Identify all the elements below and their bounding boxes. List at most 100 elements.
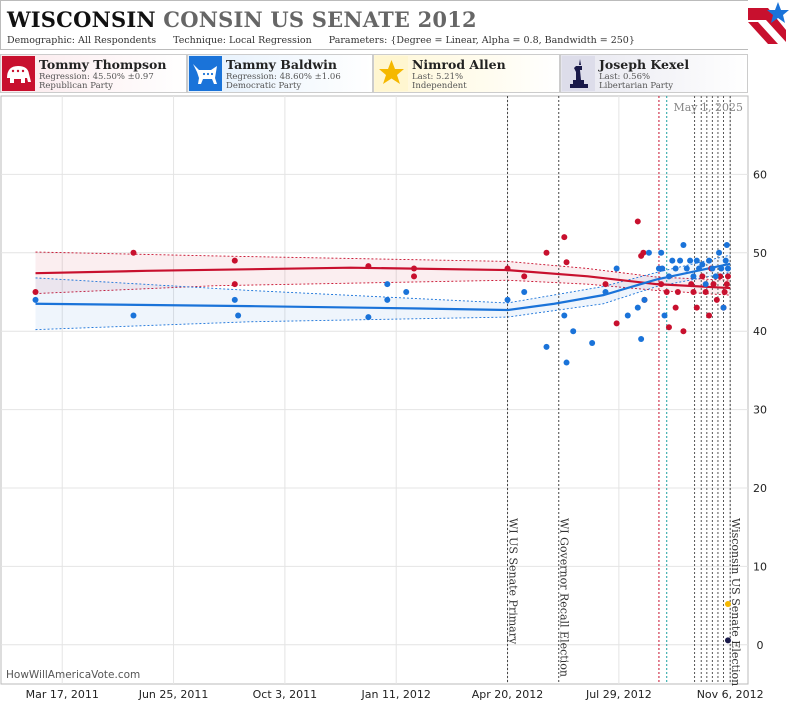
poll-point	[693, 304, 700, 311]
elephant-icon	[2, 56, 35, 91]
chart-parameters: Demographic: All Respondents Technique: …	[7, 35, 649, 46]
candidate-last: Last: 5.21%	[412, 72, 464, 82]
parameters-value[interactable]: {Degree = Linear, Alpha = 0.8, Bandwidth…	[390, 35, 635, 46]
y-axis: 0 10 20 30 40 50 60	[753, 168, 767, 651]
donkey-icon	[189, 56, 222, 91]
poll-point	[721, 289, 728, 295]
poll-point	[645, 249, 652, 256]
poll-point	[724, 637, 731, 644]
poll-point	[504, 296, 511, 303]
current-date-label: May 1, 2025	[673, 101, 743, 114]
poll-point	[658, 249, 665, 256]
poll-point	[365, 263, 372, 270]
x-tick-label: Nov 6, 2012	[697, 688, 764, 701]
poll-point	[706, 312, 713, 319]
poll-point	[589, 339, 596, 346]
page-header: WISCONSIN CONSIN US SENATE 2012 Demograp…	[0, 0, 748, 50]
poll-point	[613, 265, 620, 272]
poll-point	[712, 273, 719, 280]
title-state: WISCONSIN	[7, 7, 156, 32]
poll-point	[688, 281, 695, 288]
poll-point	[690, 273, 697, 280]
poll-point	[706, 257, 713, 264]
poll-point	[365, 314, 372, 321]
regression-line	[35, 262, 731, 312]
candidate-name: Joseph Kexel	[599, 57, 690, 72]
poll-point	[722, 257, 729, 264]
poll-point	[384, 281, 391, 288]
parameters-label: Parameters:	[328, 35, 388, 46]
poll-point	[724, 265, 731, 272]
y-tick-label: 10	[753, 560, 767, 573]
poll-point	[702, 281, 709, 288]
x-axis: Mar 17, 2011 Jun 25, 2011 Oct 3, 2011 Jan 1…	[26, 688, 764, 701]
poll-point	[570, 328, 577, 335]
poll-point	[231, 296, 238, 303]
poll-point	[504, 265, 511, 272]
liberty-statue-icon	[562, 56, 595, 91]
poll-point	[235, 312, 242, 319]
poll-point	[231, 281, 238, 288]
event-label: Wisconsin US Senate Election	[729, 518, 742, 686]
demographic-value[interactable]: All Respondents	[78, 35, 157, 46]
poll-point	[665, 324, 672, 331]
page-title: WISCONSIN CONSIN US SENATE 2012	[7, 7, 477, 32]
poll-point	[710, 281, 717, 288]
poll-point	[634, 218, 641, 225]
candidate-card-allen[interactable]: Nimrod Allen Last: 5.21% Independent	[373, 54, 560, 93]
candidate-party: Democratic Party	[226, 81, 302, 91]
y-tick-label: 50	[753, 247, 767, 260]
poll-point	[384, 296, 391, 303]
poll-point	[690, 289, 697, 295]
candidate-card-kexel[interactable]: Joseph Kexel Last: 0.56% Libertarian Par…	[560, 54, 748, 93]
x-tick-label: Jan 11, 2012	[360, 688, 430, 701]
technique-value[interactable]: Local Regression	[229, 35, 312, 46]
star-icon	[375, 56, 408, 91]
y-tick-label: 40	[753, 325, 767, 338]
poll-point	[403, 289, 410, 295]
poll-point	[659, 265, 666, 272]
poll-point	[672, 304, 679, 311]
poll-point	[411, 273, 418, 280]
poll-point	[680, 241, 687, 248]
poll-point	[687, 257, 694, 264]
poll-point	[543, 343, 550, 350]
event-markers: WI US Senate Primary WI Governor Recall E…	[507, 96, 742, 686]
site-logo-icon[interactable]	[748, 0, 789, 50]
poll-point	[602, 289, 609, 295]
candidate-party: Republican Party	[39, 81, 113, 91]
poll-point	[718, 265, 725, 272]
poll-point	[231, 257, 238, 264]
candidate-card-baldwin[interactable]: Tammy Baldwin Regression: 48.60% ±1.06 D…	[187, 54, 373, 93]
poll-point	[624, 312, 631, 319]
poll-point	[683, 265, 690, 272]
poll-point	[543, 249, 550, 256]
poll-points	[32, 218, 731, 644]
poll-point	[680, 328, 687, 335]
y-tick-label: 30	[753, 404, 767, 417]
title-race: CONSIN US SENATE 2012	[163, 7, 477, 32]
poll-point	[696, 265, 703, 272]
poll-point	[669, 257, 676, 264]
poll-point	[702, 289, 709, 295]
poll-point	[723, 281, 730, 288]
poll-point	[411, 265, 418, 272]
x-tick-label: Mar 17, 2011	[26, 688, 99, 701]
poll-point	[724, 600, 731, 607]
x-tick-label: Apr 20, 2012	[472, 688, 544, 701]
poll-point	[130, 249, 137, 256]
poll-point	[699, 261, 706, 268]
y-tick-label: 0	[757, 639, 764, 652]
x-tick-label: Oct 3, 2011	[253, 688, 318, 701]
x-tick-label: Jul 29, 2012	[585, 688, 652, 701]
watermark[interactable]: HowWillAmericaVote.com	[6, 669, 140, 681]
poll-point	[32, 296, 39, 303]
poll-point	[638, 336, 645, 343]
poll-point	[720, 304, 727, 311]
candidate-card-thompson[interactable]: Tommy Thompson Regression: 45.50% ±0.97 …	[0, 54, 187, 93]
poll-point	[561, 312, 568, 319]
event-label: WI Governor Recall Election	[558, 518, 571, 677]
confidence-band	[35, 255, 731, 330]
poll-point	[641, 296, 648, 303]
